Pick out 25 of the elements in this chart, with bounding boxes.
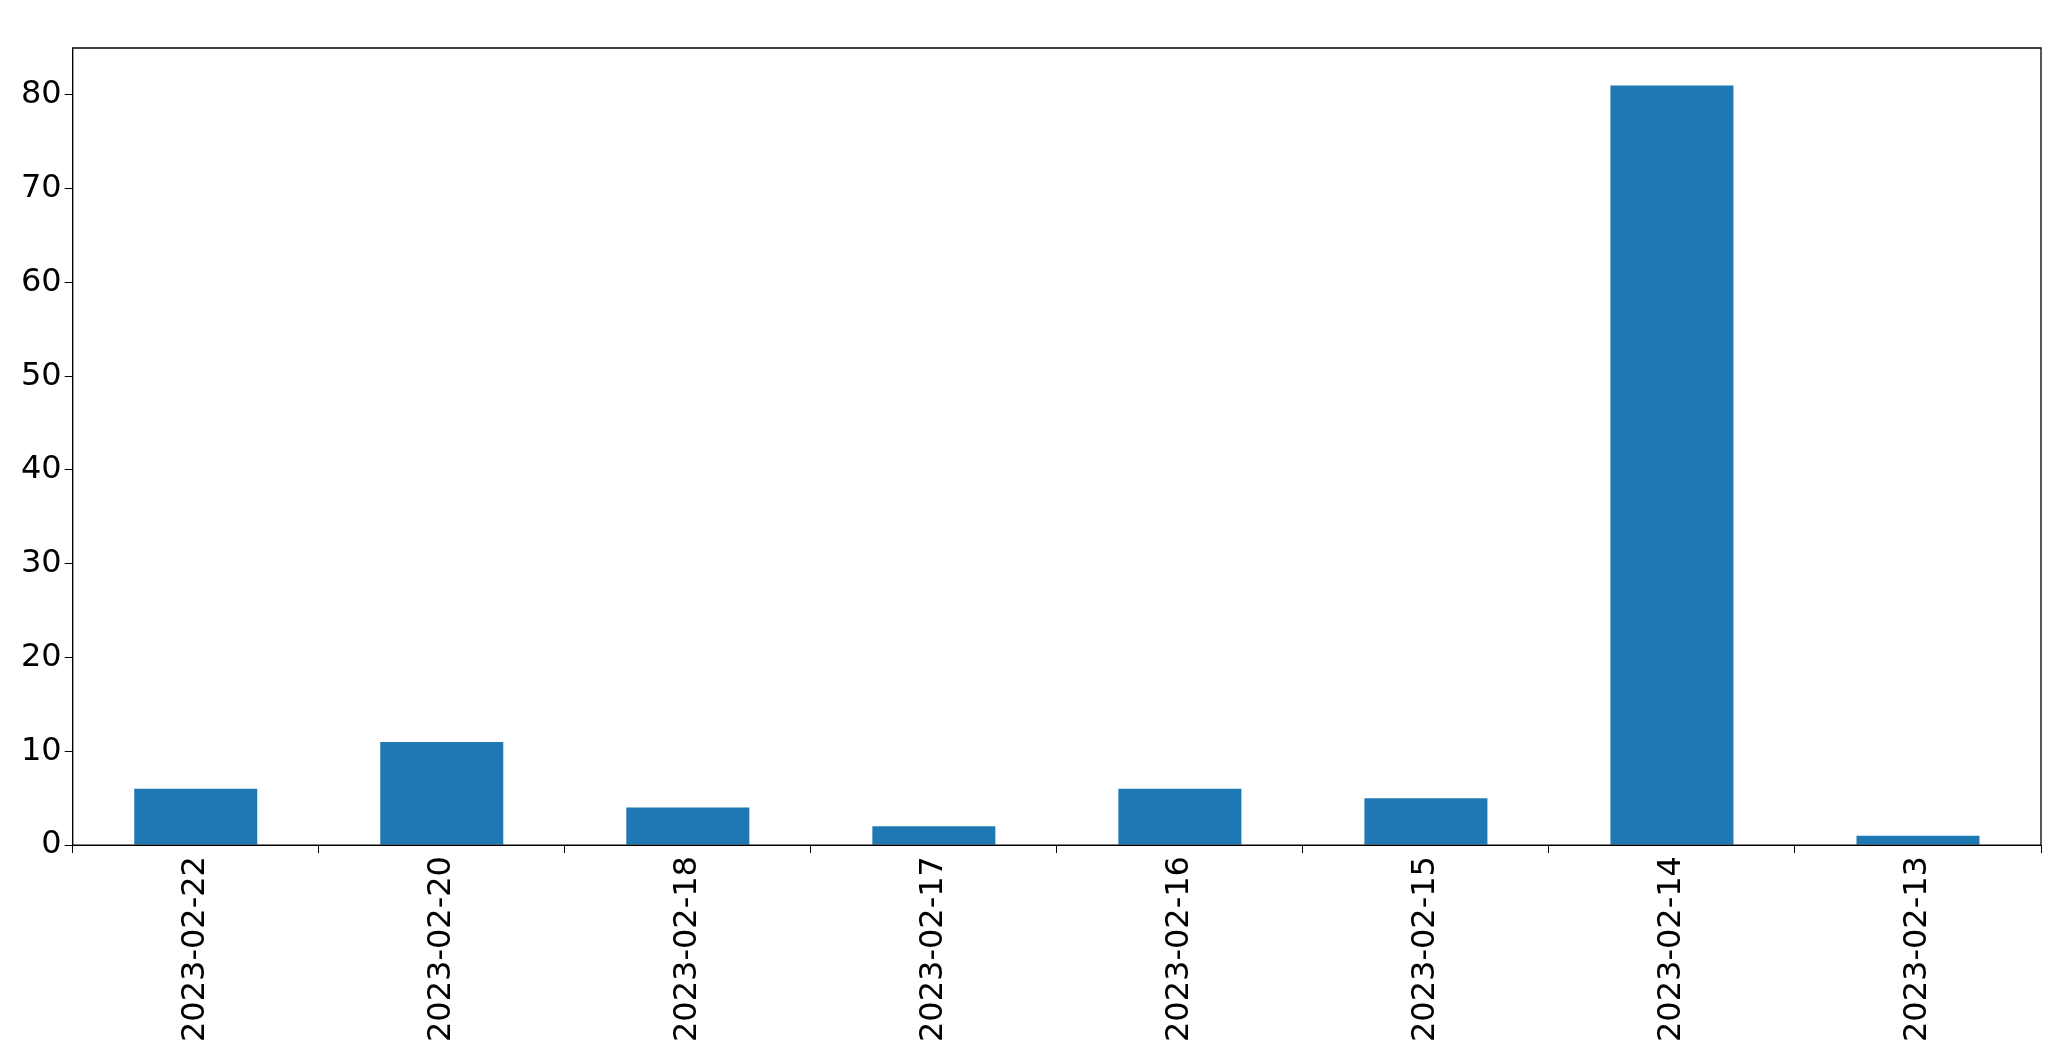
y-tick-label: 10	[21, 729, 62, 768]
bar	[380, 741, 504, 845]
x-tick-label: 2023-02-22	[174, 856, 213, 1042]
bar	[1610, 85, 1734, 845]
bar	[1118, 788, 1242, 845]
x-tick-label: 2023-02-16	[1158, 856, 1197, 1042]
bar	[626, 807, 750, 845]
y-tick-label: 0	[41, 823, 62, 862]
bar	[1364, 798, 1488, 845]
x-tick-label: 2023-02-13	[1896, 856, 1935, 1042]
x-tick-label: 2023-02-14	[1650, 856, 1689, 1042]
y-tick-label: 50	[21, 354, 62, 393]
y-tick-label: 20	[21, 635, 62, 674]
bar	[134, 788, 258, 845]
y-tick-label: 30	[21, 542, 62, 581]
y-tick-label: 60	[21, 260, 62, 299]
x-tick-label: 2023-02-20	[420, 856, 459, 1042]
x-tick-label: 2023-02-15	[1404, 856, 1443, 1042]
bar	[872, 826, 996, 845]
y-tick-label: 80	[21, 73, 62, 112]
y-tick-label: 40	[21, 448, 62, 487]
x-tick-label: 2023-02-17	[912, 856, 951, 1042]
bar	[1856, 835, 1980, 845]
x-tick-label: 2023-02-18	[666, 856, 705, 1042]
y-tick-label: 70	[21, 166, 62, 205]
